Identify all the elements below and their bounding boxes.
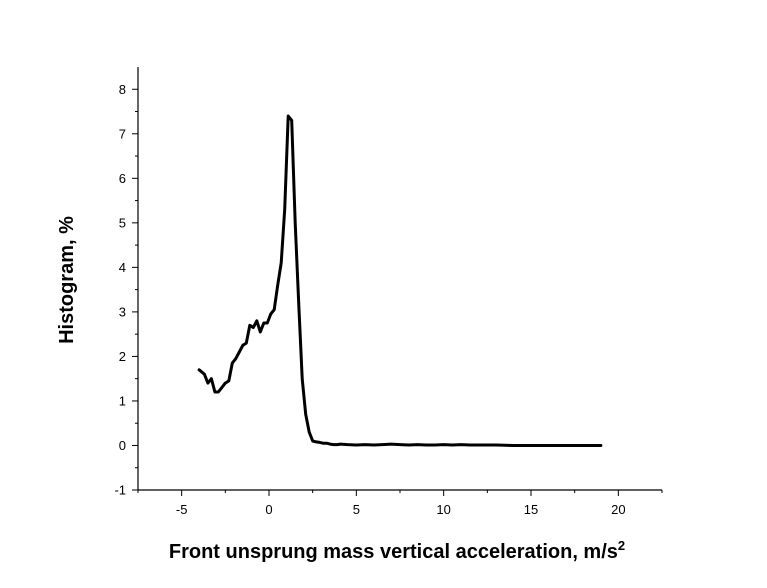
y-axis-label: Histogram, % (56, 216, 78, 344)
x-axis-label-main: Front unsprung mass vertical acceleratio… (169, 541, 618, 563)
y-tick-label: 6 (119, 171, 126, 186)
y-tick-label: 5 (119, 215, 126, 230)
y-tick-label: 8 (119, 82, 126, 97)
plot-area: -1 0 1 2 3 4 5 6 7 8 -5 0 5 10 15 20 (114, 67, 663, 517)
y-tick-label: 2 (119, 349, 126, 364)
x-tick-label: 0 (265, 502, 272, 517)
series-line-0 (197, 114, 603, 447)
x-tick-label: 5 (353, 502, 360, 517)
x-tick-label: 10 (436, 502, 450, 517)
x-tick-label: -5 (176, 502, 188, 517)
y-tick-label: 7 (119, 126, 126, 141)
y-tick-label: -1 (114, 483, 126, 498)
y-tick-label: 0 (119, 438, 126, 453)
y-tick-label: 1 (119, 393, 126, 408)
y-tick-label: 4 (119, 260, 126, 275)
y-tick-label: 3 (119, 304, 126, 319)
x-axis-label: Front unsprung mass vertical acceleratio… (169, 538, 625, 563)
x-axis-label-superscript: 2 (618, 538, 625, 553)
x-tick-label: 15 (524, 502, 538, 517)
x-tick-label: 20 (611, 502, 625, 517)
